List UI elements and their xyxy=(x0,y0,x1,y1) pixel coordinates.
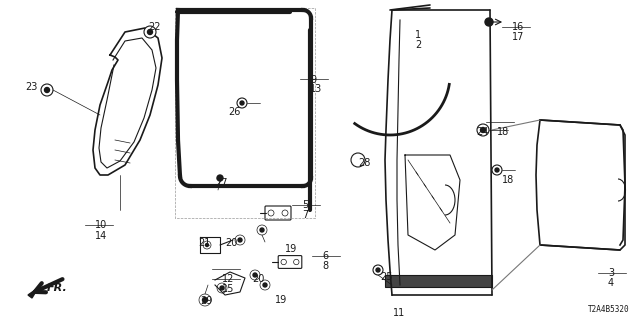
Text: 16: 16 xyxy=(512,22,524,32)
Text: FR.: FR. xyxy=(47,283,68,293)
FancyBboxPatch shape xyxy=(278,256,302,268)
Circle shape xyxy=(45,87,49,92)
Text: 3: 3 xyxy=(608,268,614,278)
FancyBboxPatch shape xyxy=(385,275,492,287)
Circle shape xyxy=(481,127,486,132)
Text: 15: 15 xyxy=(222,284,234,294)
Text: 29: 29 xyxy=(200,296,212,306)
Text: 1: 1 xyxy=(415,30,421,40)
Text: 18: 18 xyxy=(497,127,509,137)
Text: 13: 13 xyxy=(310,84,323,94)
Text: 6: 6 xyxy=(322,251,328,261)
Circle shape xyxy=(237,98,247,108)
Text: 24: 24 xyxy=(476,127,488,137)
Text: 5: 5 xyxy=(302,200,308,210)
Text: 9: 9 xyxy=(310,75,316,85)
Text: 7: 7 xyxy=(302,210,308,220)
Circle shape xyxy=(485,18,493,26)
Text: 14: 14 xyxy=(95,231,108,241)
Circle shape xyxy=(147,29,152,35)
Circle shape xyxy=(376,268,380,272)
Text: 26: 26 xyxy=(228,107,241,117)
Text: T2A4B5320: T2A4B5320 xyxy=(588,305,630,314)
Circle shape xyxy=(492,165,502,175)
Text: 20: 20 xyxy=(252,274,264,284)
FancyBboxPatch shape xyxy=(265,206,291,220)
Text: 18: 18 xyxy=(502,175,515,185)
Circle shape xyxy=(373,265,383,275)
Text: 22: 22 xyxy=(148,22,161,32)
Text: 20: 20 xyxy=(225,238,237,248)
Text: 2: 2 xyxy=(415,40,421,50)
Text: 21: 21 xyxy=(198,238,211,248)
Circle shape xyxy=(495,168,499,172)
Text: 8: 8 xyxy=(322,261,328,271)
Text: 10: 10 xyxy=(95,220,108,230)
Polygon shape xyxy=(28,288,38,298)
Circle shape xyxy=(205,244,209,246)
Circle shape xyxy=(217,175,223,181)
Circle shape xyxy=(41,84,53,96)
Circle shape xyxy=(263,283,267,287)
Text: 25: 25 xyxy=(380,272,392,282)
Text: 27: 27 xyxy=(215,178,227,188)
Text: 28: 28 xyxy=(358,158,371,168)
Circle shape xyxy=(260,228,264,232)
Text: 17: 17 xyxy=(512,32,524,42)
Circle shape xyxy=(144,26,156,38)
Text: 11: 11 xyxy=(393,308,405,318)
Circle shape xyxy=(477,124,489,136)
Text: 12: 12 xyxy=(222,274,234,284)
Text: 23: 23 xyxy=(25,82,37,92)
Circle shape xyxy=(240,101,244,105)
Circle shape xyxy=(220,286,224,290)
Circle shape xyxy=(238,238,242,242)
Text: 19: 19 xyxy=(275,295,287,305)
Text: 4: 4 xyxy=(608,278,614,288)
Circle shape xyxy=(253,273,257,277)
Text: 19: 19 xyxy=(285,244,297,254)
Circle shape xyxy=(202,298,207,302)
